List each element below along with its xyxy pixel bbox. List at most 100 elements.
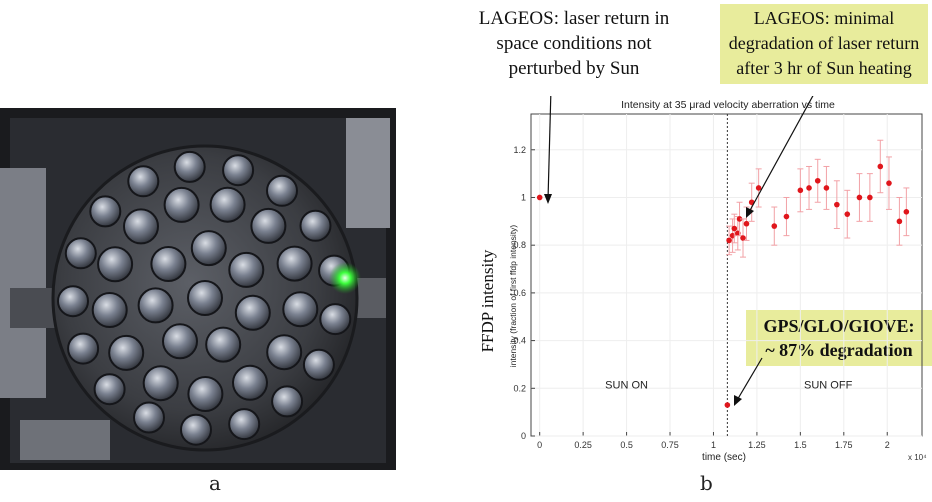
y-tick-label: 0.8: [513, 240, 526, 250]
cube-corner-reflector: [57, 285, 89, 318]
annotation-line: ~ 87% degradation: [765, 340, 913, 360]
data-point: [814, 177, 821, 184]
chart-title: Intensity at 35 μrad velocity aberration…: [621, 99, 835, 111]
cube-corner-reflector: [150, 246, 187, 282]
y-tick-label: 1.2: [513, 145, 526, 155]
cube-corner-reflector: [133, 401, 165, 434]
gps-degradation-annotation: GPS/GLO/GIOVE: ~ 87% degradation: [746, 310, 932, 366]
green-laser-spot: [329, 262, 361, 294]
arrow-gps: [735, 357, 763, 403]
annotation-line: degradation of laser return: [728, 33, 920, 53]
cube-corner-reflector: [319, 303, 352, 336]
x-tick-label: 0.5: [620, 440, 633, 450]
data-point: [867, 194, 873, 201]
cube-corner-reflector: [64, 237, 97, 270]
x-tick-label: 0: [537, 440, 542, 450]
cube-corner-reflector: [228, 408, 261, 441]
data-point: [726, 237, 732, 244]
lageos-sun-annotation: LAGEOS: laser return in space conditions…: [456, 6, 692, 81]
annotation-line: space conditions not: [496, 33, 652, 54]
y-axis-label-outer: FFDP intensity: [478, 249, 497, 352]
cube-corner-reflector: [123, 208, 159, 245]
cube-corner-reflector: [228, 251, 265, 288]
cube-corner-reflector: [190, 230, 227, 267]
cube-corner-reflector: [232, 364, 268, 401]
region-label-sun-on: SUN ON: [605, 379, 648, 391]
ffdp-intensity-chart: Intensity at 35 μrad velocity aberration…: [478, 96, 927, 463]
data-point: [886, 180, 892, 186]
cube-corner-reflector: [187, 280, 223, 316]
cube-corner-reflector: [276, 245, 313, 282]
lageos-heating-annotation: LAGEOS: minimal degradation of laser ret…: [720, 4, 928, 84]
arrow-lageos-sun: [547, 96, 552, 201]
left-bracket: [0, 168, 46, 398]
cube-corner-reflector: [282, 291, 319, 328]
data-point: [731, 225, 738, 232]
panel-label-b: b: [700, 471, 713, 495]
cube-corner-reflector: [266, 174, 298, 207]
cube-corner-reflector: [266, 334, 303, 371]
cube-corner-reflector: [91, 292, 128, 328]
plot-frame: [530, 113, 923, 437]
x-tick-label: 0.25: [574, 440, 592, 450]
annotation-line: perturbed by Sun: [508, 58, 640, 79]
annotation-line: LAGEOS: minimal: [753, 8, 895, 28]
y-tick-label: 0.2: [513, 383, 526, 393]
plot-area: 0 0.25 0.5 0.75 1 1.25 1.5 1.75 2 0 0.2 0.4 0.6 0.8 1 1…: [513, 113, 923, 450]
arrowhead-lageos-sun: [544, 194, 552, 204]
data-point: [736, 216, 743, 222]
data-point: [755, 185, 762, 191]
cube-corner-reflector: [222, 154, 255, 187]
x-axis-multiplier: x 10⁴: [908, 453, 927, 462]
cube-corner-reflector: [234, 294, 271, 331]
data-point: [536, 194, 543, 201]
arrowhead-lageos-heating: [746, 207, 754, 218]
arrowhead-gps: [734, 395, 742, 406]
data-point: [797, 187, 804, 194]
data-point: [877, 163, 884, 170]
cube-corner-reflector: [108, 334, 145, 371]
right-bracket: [346, 118, 390, 228]
data-point: [724, 402, 731, 408]
cube-corner-reflector: [302, 348, 335, 381]
data-point: [740, 235, 746, 241]
retroreflector-array-photo: [0, 108, 396, 470]
cube-corner-reflector: [299, 209, 332, 242]
cube-corner-reflector: [173, 150, 206, 183]
y-axis-label-inner: intensity (fraction of first ffdp intens…: [508, 225, 518, 368]
cube-corner-reflector: [209, 186, 246, 223]
x-axis-label: time (sec): [702, 452, 746, 463]
x-tick-label: 1: [711, 440, 716, 450]
data-point: [834, 201, 840, 208]
data-point: [743, 220, 750, 227]
data-point: [844, 211, 851, 217]
annotation-line: LAGEOS: laser return in: [478, 8, 670, 29]
cube-corner-reflector: [97, 246, 134, 283]
cube-corner-group: [57, 150, 352, 446]
cube-corner-reflector: [137, 287, 174, 324]
data-point: [771, 223, 778, 229]
cube-corner-reflector: [89, 195, 122, 228]
cube-corner-reflector: [127, 165, 160, 198]
cube-corner-reflector: [250, 207, 287, 244]
y-tick-label: 0: [521, 431, 526, 441]
cube-corner-reflector: [67, 332, 100, 365]
panel-label-a: a: [209, 471, 221, 495]
annotation-line: GPS/GLO/GIOVE:: [763, 316, 915, 336]
y-tick-label: 1: [521, 192, 526, 202]
x-tick-label: 2: [885, 440, 890, 450]
x-tick-label: 1.25: [748, 440, 766, 450]
region-label-sun-off: SUN OFF: [804, 379, 853, 391]
cube-corner-reflector: [93, 373, 126, 406]
data-point: [783, 213, 790, 220]
data-point: [806, 185, 812, 191]
data-point: [903, 208, 910, 215]
x-tick-label: 0.75: [661, 440, 679, 450]
data-point: [856, 194, 863, 201]
cube-corner-reflector: [187, 376, 224, 412]
y-tick-label: 0.4: [513, 336, 526, 346]
data-point: [896, 218, 903, 225]
x-tick-label: 1.5: [794, 440, 807, 450]
bottom-bracket: [20, 420, 110, 460]
cube-corner-reflector: [162, 323, 198, 360]
